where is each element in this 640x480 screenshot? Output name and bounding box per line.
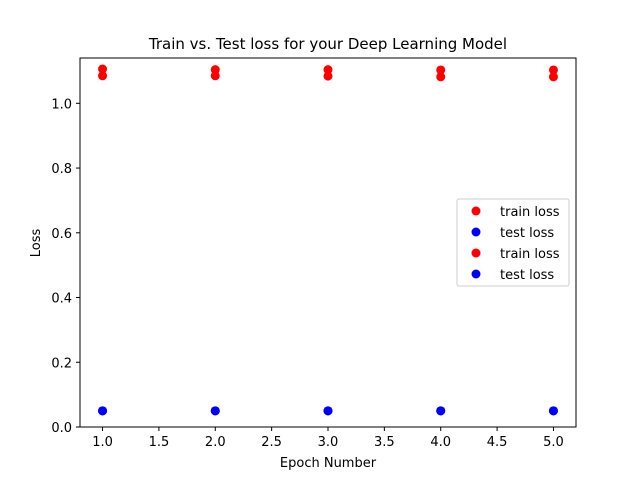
- data-point-series-2: [98, 71, 108, 81]
- data-point-series-0: [323, 65, 333, 75]
- data-point-series-2: [548, 72, 558, 82]
- y-tick-label: 0.6: [51, 227, 72, 242]
- y-axis-ticks: 0.0 0.2 0.4 0.6 0.8 1.0: [51, 97, 80, 436]
- legend-box: [456, 198, 570, 287]
- plot-area: 1.0 1.5 2.0 2.5 3.0 3.5 4.0 4.5 5.0 0.0 0.2 0.4 0.6…: [51, 57, 577, 450]
- chart-title: Train vs. Test loss for your Deep Learni…: [148, 35, 507, 53]
- legend: train loss test loss train loss test loss: [456, 198, 570, 287]
- x-tick-label: 4.5: [487, 435, 508, 450]
- x-tick-label: 2.5: [261, 435, 282, 450]
- data-point-series-2: [323, 71, 333, 81]
- x-tick-label: 2.0: [205, 435, 226, 450]
- data-point-series-3: [323, 406, 333, 416]
- y-tick-label: 0.2: [51, 356, 72, 371]
- x-tick-label: 5.0: [543, 435, 564, 450]
- x-axis-ticks: 1.0 1.5 2.0 2.5 3.0 3.5 4.0 4.5 5.0: [92, 427, 564, 450]
- legend-entry-label: test loss: [500, 226, 554, 241]
- legend-entry-label: train loss: [500, 205, 560, 220]
- legend-entry-label: test loss: [500, 268, 554, 283]
- x-tick-label: 1.5: [149, 435, 170, 450]
- y-tick-label: 0.8: [51, 162, 72, 177]
- y-tick-label: 1.0: [51, 97, 72, 112]
- legend-entry-label: train loss: [500, 247, 560, 262]
- x-tick-label: 4.0: [430, 435, 451, 450]
- legend-marker: [471, 248, 481, 258]
- data-point-series-3: [436, 406, 446, 416]
- legend-marker: [471, 269, 481, 279]
- data-point-series-3: [548, 406, 558, 416]
- data-point-series-0: [98, 64, 108, 74]
- data-points: [98, 64, 558, 416]
- x-axis-label: Epoch Number: [280, 456, 377, 471]
- x-tick-label: 1.0: [92, 435, 113, 450]
- y-tick-label: 0.0: [51, 421, 72, 436]
- x-tick-label: 3.0: [318, 435, 339, 450]
- data-point-series-2: [436, 72, 446, 82]
- data-point-series-2: [210, 71, 220, 81]
- data-point-series-0: [548, 65, 558, 75]
- legend-marker: [471, 227, 481, 237]
- data-point-series-0: [436, 65, 446, 75]
- y-axis-label: Loss: [29, 229, 44, 258]
- x-tick-label: 3.5: [374, 435, 395, 450]
- legend-marker: [471, 206, 481, 216]
- y-tick-label: 0.4: [51, 292, 72, 307]
- data-point-series-3: [98, 406, 108, 416]
- data-point-series-0: [210, 65, 220, 75]
- data-point-series-3: [210, 406, 220, 416]
